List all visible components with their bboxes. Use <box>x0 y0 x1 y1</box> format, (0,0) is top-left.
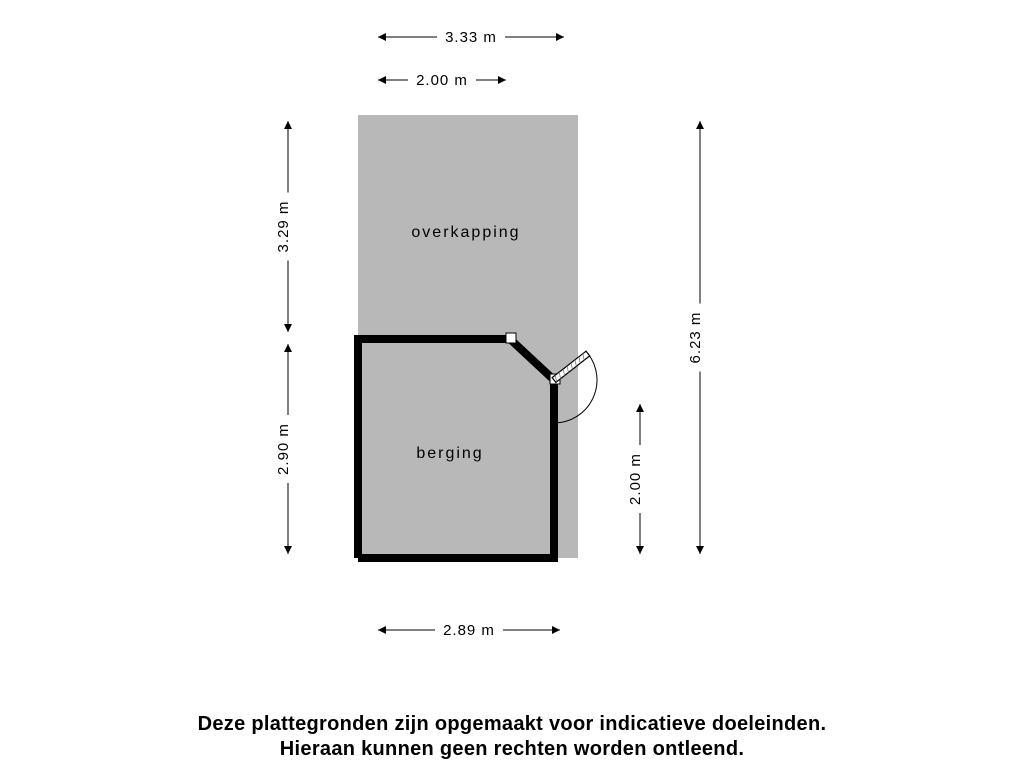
dim-arrowhead <box>284 121 292 129</box>
dim-arrowhead <box>556 33 564 41</box>
dim-label: 3.29 m <box>275 201 292 253</box>
dim-arrowhead <box>552 626 560 634</box>
dim-label: 2.90 m <box>275 423 292 475</box>
dim-label: 2.00 m <box>416 72 468 89</box>
dim-label: 6.23 m <box>687 312 704 364</box>
disclaimer-block: Deze plattegronden zijn opgemaakt voor i… <box>0 712 1024 762</box>
dim-arrowhead <box>378 76 386 84</box>
room-label: overkapping <box>411 224 520 241</box>
disclaimer-line-2: Hieraan kunnen geen rechten worden ontle… <box>0 737 1024 762</box>
floorplan-canvas: overkapping berging 3.33 m 2.00 m 2.89 m 3.29… <box>0 0 1024 768</box>
dim-arrowhead <box>498 76 506 84</box>
dim-arrowhead <box>636 546 644 554</box>
dim-label: 3.33 m <box>445 29 497 46</box>
floorplan-svg: overkapping berging 3.33 m 2.00 m 2.89 m 3.29… <box>0 0 1024 768</box>
dim-arrowhead <box>284 324 292 332</box>
room-label: berging <box>416 445 483 462</box>
dim-arrowhead <box>284 344 292 352</box>
dim-arrowhead <box>378 33 386 41</box>
dim-arrowhead <box>696 121 704 129</box>
disclaimer-line-1: Deze plattegronden zijn opgemaakt voor i… <box>0 712 1024 737</box>
dim-arrowhead <box>284 546 292 554</box>
dim-label: 2.89 m <box>443 622 495 639</box>
dim-arrowhead <box>378 626 386 634</box>
dim-arrowhead <box>696 546 704 554</box>
dim-arrowhead <box>636 404 644 412</box>
door-jamb-corner <box>506 333 516 343</box>
dim-label: 2.00 m <box>627 453 644 505</box>
